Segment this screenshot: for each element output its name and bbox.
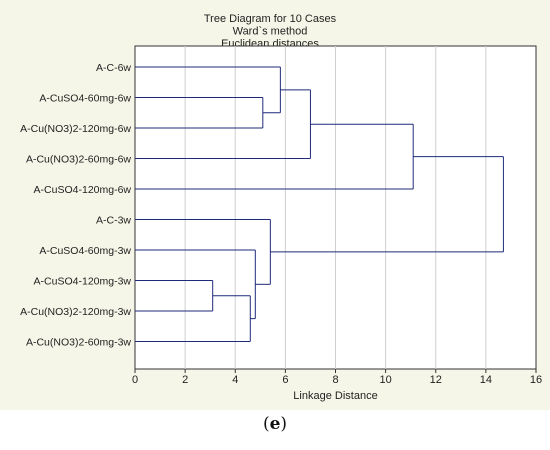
x-axis-label: Linkage Distance xyxy=(293,390,377,402)
leaf-label: A-C-3w xyxy=(96,215,131,227)
leaf-label: A-C-6w xyxy=(96,62,131,74)
x-tick-label: 8 xyxy=(332,374,338,386)
chart-figure: Tree Diagram for 10 Cases Ward`s method Eu… xyxy=(0,0,550,410)
dendrogram-links xyxy=(135,66,504,342)
caption-open: ( xyxy=(262,414,270,434)
x-tick-label: 12 xyxy=(430,374,442,386)
caption-letter: e xyxy=(269,414,281,434)
x-tick-label: 2 xyxy=(182,374,188,386)
leaf-label: A-Cu(NO3)2-120mg-3w xyxy=(20,306,131,318)
x-tick-label: 16 xyxy=(530,374,542,386)
leaf-labels: A-C-6w A-CuSO4-60mg-6w A-Cu(NO3)2-120mg-6w… xyxy=(20,62,131,349)
leaf-label: A-Cu(NO3)2-60mg-3w xyxy=(26,337,131,349)
x-tick-label: 14 xyxy=(480,374,492,386)
leaf-label: A-Cu(NO3)2-60mg-6w xyxy=(26,154,131,166)
leaf-label: A-Cu(NO3)2-120mg-6w xyxy=(20,123,131,135)
x-tick-label: 6 xyxy=(282,374,288,386)
leaf-label: A-CuSO4-120mg-6w xyxy=(34,184,132,196)
leaf-label: A-CuSO4-60mg-6w xyxy=(39,93,131,105)
figure-caption: (e) xyxy=(0,414,550,434)
title-line: Tree Diagram for 10 Cases xyxy=(204,13,337,25)
caption-close: ) xyxy=(280,414,288,434)
title-line: Ward`s method xyxy=(233,26,308,38)
x-axis-ticks: 0 2 4 6 8 10 12 14 16 xyxy=(132,369,542,386)
leaf-label: A-CuSO4-120mg-3w xyxy=(34,276,132,288)
x-tick-label: 4 xyxy=(232,374,238,386)
grid-lines xyxy=(184,46,487,369)
x-tick-label: 0 xyxy=(132,374,138,386)
x-tick-label: 10 xyxy=(380,374,392,386)
leaf-label: A-CuSO4-60mg-3w xyxy=(39,245,131,257)
